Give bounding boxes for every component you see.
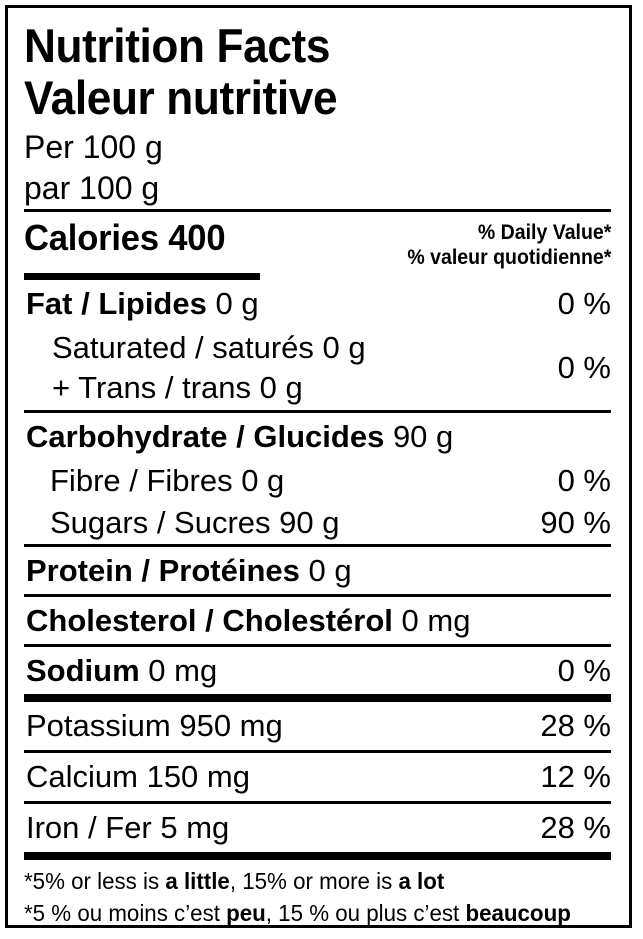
footnote-en-part1: *5% or less is [24, 868, 166, 894]
rule-above-calcium [24, 750, 611, 753]
nutrient-value-sodium: 0 % [557, 653, 611, 688]
footnote-fr-bold2: beaucoup [465, 900, 571, 926]
daily-value-header-fr: % valeur quotidienne* [406, 246, 611, 269]
rule-above-sodium [24, 644, 611, 647]
serving-size-en: Per 100 g [24, 129, 163, 165]
nutrient-row-calcium: Calcium 150 mg 12 % [24, 753, 611, 801]
rule-above-cholesterol [24, 594, 611, 597]
nutrient-name-carbohydrate-bold: Carbohydrate / Glucides [26, 419, 385, 454]
nutrient-row-iron: Iron / Fer 5 mg 28 % [24, 804, 611, 852]
rule-above-minerals [24, 694, 611, 702]
calories-row: Calories 400 % Daily Value* % valeur quo… [24, 212, 611, 270]
nutrient-name-potassium: Potassium 950 mg [26, 708, 283, 743]
footnote: *5% or less is a little, 15% or more is … [24, 860, 611, 926]
nutrient-name-sodium: Sodium 0 mg [26, 651, 217, 691]
nutrient-name-carbohydrate: Carbohydrate / Glucides 90 g [26, 417, 453, 457]
nutrient-value-fat: 0 % [557, 286, 611, 321]
nutrient-value-fibre: 0 % [557, 463, 611, 498]
nutrient-row-sugars: Sugars / Sucres 90 g 90 % [24, 502, 611, 544]
fat-sub-lines: Saturated / saturés 0 g + Trans / trans … [24, 328, 548, 408]
rule-above-carbohydrate [24, 410, 611, 413]
footnote-fr-bold1: peu [226, 900, 266, 926]
calories-underline-wrap [24, 270, 611, 280]
nutrient-row-protein: Protein / Protéines 0 g [24, 547, 611, 594]
nutrient-value-iron: 28 % [540, 810, 611, 845]
nutrient-name-sodium-bold: Sodium [26, 653, 140, 688]
calories-label: Calories 400 [24, 217, 226, 258]
rule-above-footnote [24, 852, 611, 860]
rule-above-calories [24, 209, 611, 212]
nutrient-amount-protein: 0 g [299, 553, 352, 588]
nutrient-name-calcium: Calcium 150 mg [26, 759, 250, 794]
rule-above-protein [24, 544, 611, 547]
footnote-en: *5% or less is a little, 15% or more is … [24, 865, 593, 897]
nutrient-value-fat-sub: 0 % [557, 350, 611, 385]
footnote-en-bold1: a little [165, 868, 230, 894]
nutrient-row-fat: Fat / Lipides 0 g 0 % [24, 280, 611, 327]
nutrient-name-protein: Protein / Protéines 0 g [26, 551, 352, 591]
footnote-fr: *5 % ou moins c’est peu, 15 % ou plus c’… [24, 897, 593, 926]
nutrient-row-carbohydrate: Carbohydrate / Glucides 90 g [24, 413, 611, 460]
nutrient-name-sugars: Sugars / Sucres 90 g [50, 505, 340, 540]
nutrient-row-trans: + Trans / trans 0 g [52, 370, 303, 405]
nutrient-value-calcium: 12 % [540, 759, 611, 794]
nutrient-value-sugars: 90 % [540, 505, 611, 540]
nutrient-name-cholesterol-bold: Cholesterol / Cholestérol [26, 603, 393, 638]
nutrient-name-protein-bold: Protein / Protéines [26, 553, 300, 588]
footnote-en-part2: , 15% or more is [229, 868, 399, 894]
nutrient-name-cholesterol: Cholesterol / Cholestérol 0 mg [26, 601, 470, 641]
label-title-fr: Valeur nutritive [24, 71, 338, 124]
nutrition-facts-label: Nutrition Facts Valeur nutritive Per 100… [5, 5, 632, 928]
nutrient-row-potassium: Potassium 950 mg 28 % [24, 702, 611, 750]
rule-above-iron [24, 801, 611, 804]
nutrient-row-fibre: Fibre / Fibres 0 g 0 % [24, 460, 611, 502]
nutrient-row-cholesterol: Cholesterol / Cholestérol 0 mg [24, 597, 611, 644]
nutrient-name-iron: Iron / Fer 5 mg [26, 810, 230, 845]
nutrient-amount-sodium: 0 mg [139, 653, 218, 688]
nutrient-name-fat-bold: Fat / Lipides [26, 286, 207, 321]
nutrient-row-saturated: Saturated / saturés 0 g [52, 330, 366, 365]
nutrient-row-sodium: Sodium 0 mg 0 % [24, 647, 611, 694]
daily-value-header-en: % Daily Value* [477, 221, 611, 244]
nutrient-name-fibre: Fibre / Fibres 0 g [50, 463, 285, 498]
nutrient-amount-fat: 0 g [206, 286, 259, 321]
calories-underline [24, 273, 260, 280]
nutrient-amount-carbohydrate: 90 g [384, 419, 454, 454]
nutrient-name-fat: Fat / Lipides 0 g [26, 284, 259, 324]
serving-size-fr: par 100 g [24, 170, 160, 206]
footnote-fr-part1: *5 % ou moins c’est [24, 900, 227, 926]
daily-value-header: % Daily Value* % valeur quotidienne* [407, 217, 611, 270]
footnote-en-bold2: a lot [398, 868, 445, 894]
footnote-fr-part2: , 15 % ou plus c’est [265, 900, 466, 926]
nutrient-group-fat-sub: Saturated / saturés 0 g + Trans / trans … [24, 327, 611, 410]
nutrient-amount-cholesterol: 0 mg [392, 603, 471, 638]
nutrient-value-potassium: 28 % [540, 708, 611, 743]
label-title-en: Nutrition Facts [24, 19, 331, 72]
